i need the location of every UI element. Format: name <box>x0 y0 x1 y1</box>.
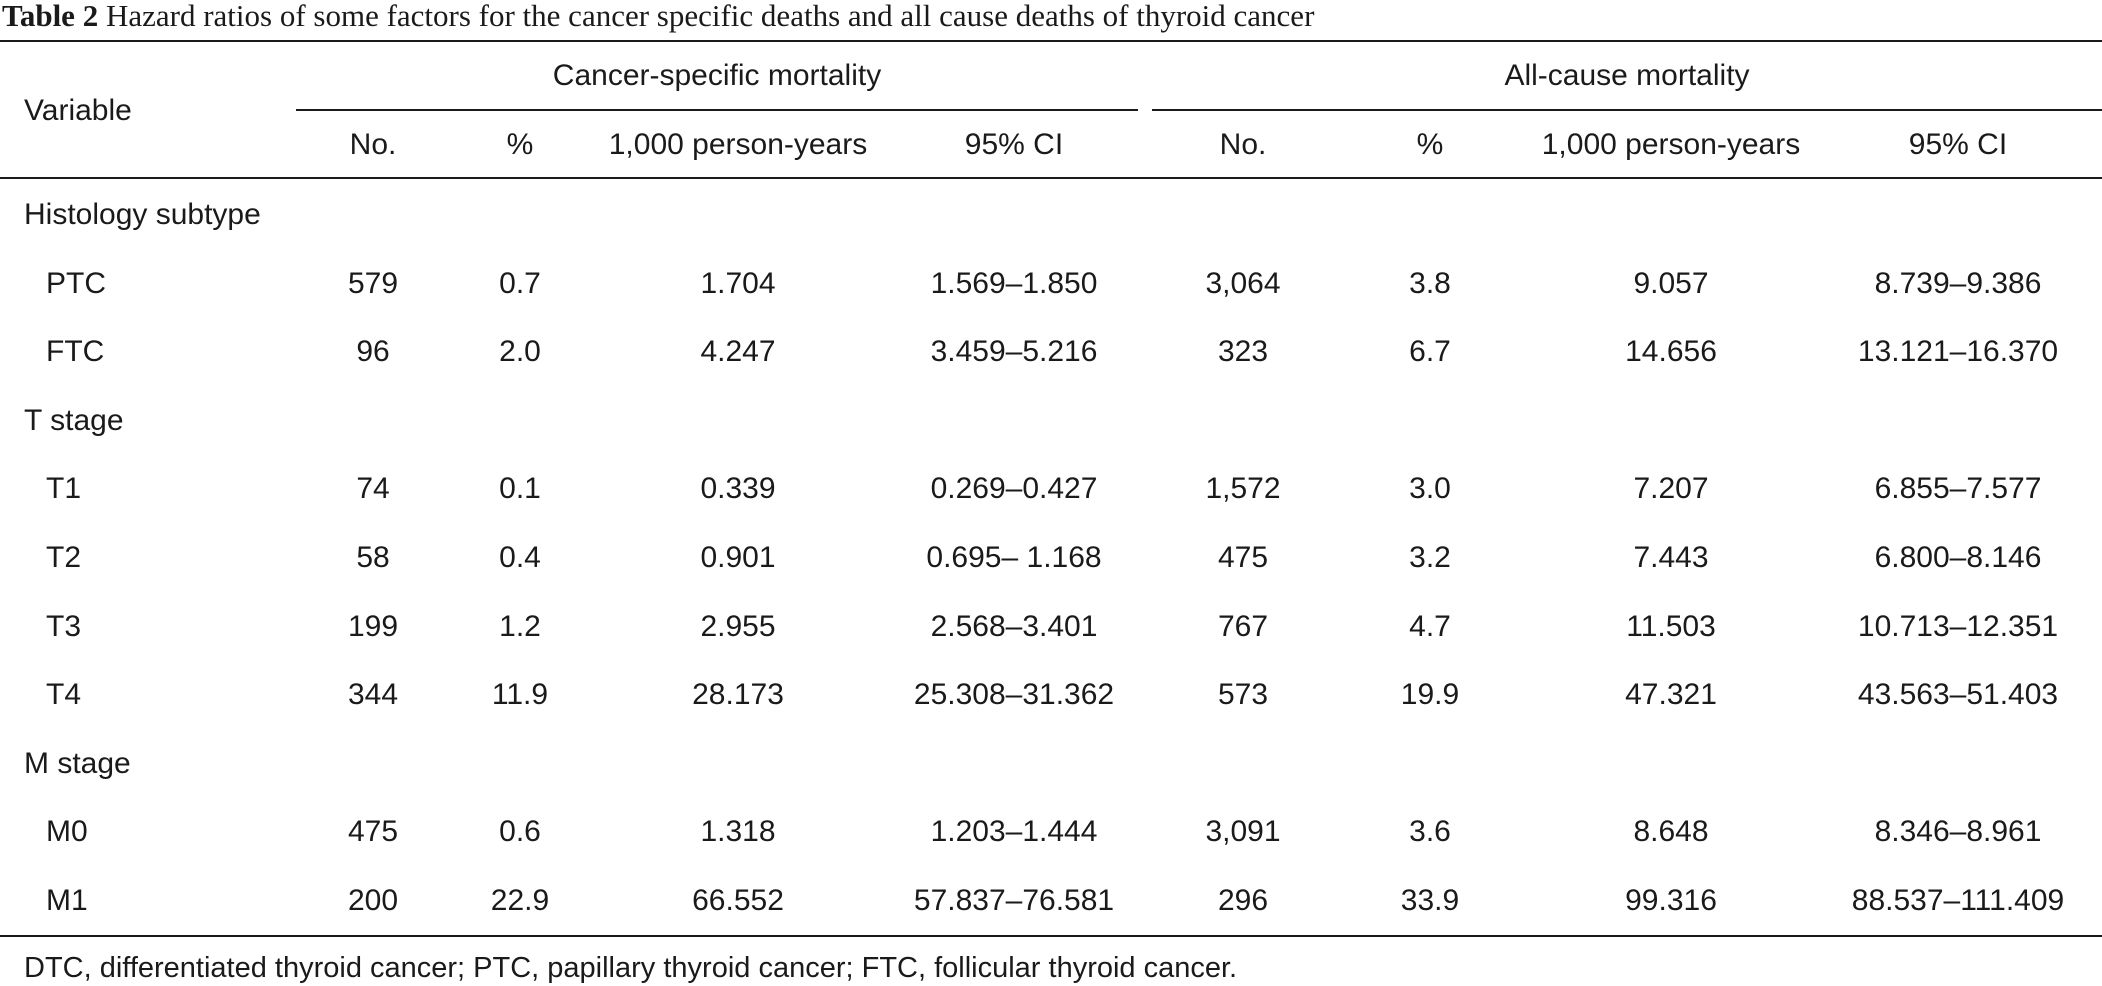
cell-ac-percent: 19.9 <box>1400 678 1460 711</box>
cell-ac-person-years: 11.503 <box>1626 610 1716 643</box>
cell-cs-no: 200 <box>347 884 399 917</box>
cell-cs-person-years: 66.552 <box>692 884 784 917</box>
cell-ac-ci: 6.855–7.577 <box>1874 472 2042 505</box>
header-cs-ci: 95% CI <box>964 128 1064 161</box>
cell-ac-no: 296 <box>1217 884 1269 917</box>
cell-cs-no: 344 <box>347 678 399 711</box>
header-all-cause-mortality: All-cause mortality <box>1504 59 1750 92</box>
cell-cs-percent: 0.7 <box>499 267 541 300</box>
cell-ac-percent: 4.7 <box>1409 610 1451 643</box>
cell-cs-ci: 1.203–1.444 <box>930 815 1098 848</box>
cell-cs-ci: 0.269–0.427 <box>930 472 1098 505</box>
cell-ac-person-years: 8.648 <box>1633 815 1709 848</box>
cell-ac-ci: 8.739–9.386 <box>1874 267 2042 300</box>
header-bottom-rule <box>0 177 2102 179</box>
cell-cs-percent: 0.1 <box>499 472 541 505</box>
cell-ac-ci: 88.537–111.409 <box>1851 884 2065 917</box>
cell-ac-no: 475 <box>1217 541 1269 574</box>
caption-text: Hazard ratios of some factors for the ca… <box>105 0 1315 33</box>
cell-ac-percent: 3.2 <box>1409 541 1451 574</box>
cell-cs-percent: 11.9 <box>491 678 549 711</box>
row-group-label: T stage <box>24 404 124 437</box>
cell-cs-no: 58 <box>356 541 390 574</box>
cell-cs-percent: 0.6 <box>499 815 541 848</box>
cell-ac-no: 323 <box>1217 335 1269 368</box>
cell-cs-ci: 3.459–5.216 <box>930 335 1098 368</box>
cell-cs-ci: 2.568–3.401 <box>930 610 1098 643</box>
header-cs-person-years: 1,000 person-years <box>608 128 868 161</box>
cell-ac-no: 767 <box>1217 610 1269 643</box>
row-label: M1 <box>46 884 88 917</box>
cell-cs-percent: 22.9 <box>490 884 550 917</box>
cell-cs-person-years: 0.901 <box>700 541 776 574</box>
cell-ac-percent: 3.8 <box>1409 267 1451 300</box>
cell-cs-person-years: 1.704 <box>700 267 776 300</box>
bottom-rule <box>0 935 2102 937</box>
cell-ac-person-years: 7.443 <box>1633 541 1709 574</box>
cell-cs-no: 579 <box>347 267 399 300</box>
cell-cs-percent: 2.0 <box>499 335 541 368</box>
cell-cs-ci: 1.569–1.850 <box>930 267 1098 300</box>
row-label: T2 <box>46 541 82 574</box>
header-ac-percent: % <box>1416 128 1444 161</box>
cell-ac-person-years: 99.316 <box>1625 884 1717 917</box>
row-group-label: M stage <box>24 747 131 780</box>
cell-cs-person-years: 0.339 <box>700 472 776 505</box>
cell-ac-percent: 6.7 <box>1409 335 1451 368</box>
header-variable: Variable <box>24 94 132 127</box>
header-cancer-specific-mortality: Cancer-specific mortality <box>552 59 882 92</box>
cell-cs-no: 96 <box>356 335 390 368</box>
cell-ac-ci: 13.121–16.370 <box>1857 335 2059 368</box>
table-caption: Table 2 Hazard ratios of some factors fo… <box>2 0 1314 36</box>
cell-cs-person-years: 28.173 <box>692 678 784 711</box>
cell-cs-ci: 25.308–31.362 <box>913 678 1115 711</box>
caption-label: Table 2 <box>2 0 99 33</box>
cell-cs-person-years: 4.247 <box>700 335 776 368</box>
cell-ac-percent: 33.9 <box>1400 884 1460 917</box>
cell-ac-no: 1,572 <box>1205 472 1281 505</box>
group2-underline <box>1152 109 2102 111</box>
cell-ac-person-years: 9.057 <box>1633 267 1709 300</box>
cell-ac-no: 3,091 <box>1205 815 1281 848</box>
cell-ac-no: 573 <box>1217 678 1269 711</box>
row-group-label: Histology subtype <box>24 198 261 231</box>
cell-ac-percent: 3.0 <box>1409 472 1451 505</box>
cell-ac-ci: 6.800–8.146 <box>1874 541 2042 574</box>
table-footnote: DTC, differentiated thyroid cancer; PTC,… <box>24 952 1238 984</box>
cell-cs-ci: 0.695– 1.168 <box>926 541 1102 574</box>
row-label: FTC <box>46 335 105 368</box>
group1-underline <box>296 109 1138 111</box>
cell-ac-person-years: 47.321 <box>1625 678 1717 711</box>
cell-cs-person-years: 1.318 <box>700 815 776 848</box>
cell-ac-ci: 10.713–12.351 <box>1857 610 2059 643</box>
header-cs-no: No. <box>349 128 397 161</box>
header-ac-ci: 95% CI <box>1908 128 2008 161</box>
cell-ac-ci: 43.563–51.403 <box>1857 678 2059 711</box>
cell-ac-person-years: 7.207 <box>1633 472 1709 505</box>
header-ac-no: No. <box>1219 128 1267 161</box>
cell-cs-no: 199 <box>347 610 399 643</box>
cell-cs-no: 475 <box>347 815 399 848</box>
top-rule <box>0 40 2102 42</box>
header-cs-percent: % <box>506 128 534 161</box>
row-label: T3 <box>46 610 82 643</box>
cell-ac-no: 3,064 <box>1205 267 1281 300</box>
row-label: T4 <box>46 678 82 711</box>
cell-cs-ci: 57.837–76.581 <box>913 884 1115 917</box>
cell-cs-percent: 0.4 <box>499 541 541 574</box>
cell-cs-percent: 1.2 <box>499 610 541 643</box>
cell-ac-percent: 3.6 <box>1409 815 1451 848</box>
row-label: T1 <box>46 472 82 505</box>
cell-cs-person-years: 2.955 <box>700 610 776 643</box>
cell-ac-ci: 8.346–8.961 <box>1874 815 2042 848</box>
header-ac-person-years: 1,000 person-years <box>1541 128 1801 161</box>
row-label: PTC <box>46 267 106 300</box>
cell-ac-person-years: 14.656 <box>1625 335 1717 368</box>
row-label: M0 <box>46 815 88 848</box>
cell-cs-no: 74 <box>356 472 390 505</box>
